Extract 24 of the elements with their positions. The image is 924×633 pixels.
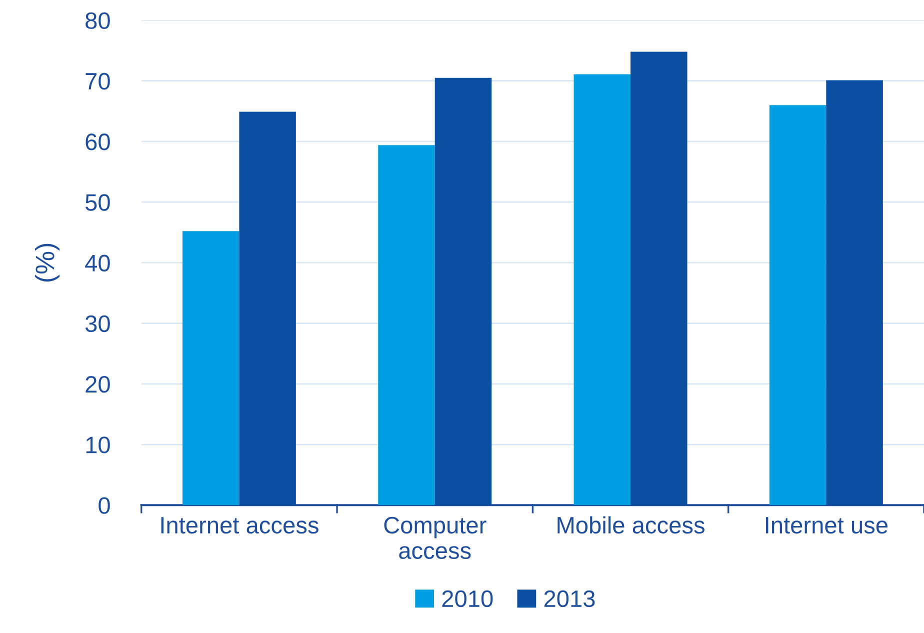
x-tick-label: Computer access: [384, 516, 486, 560]
bar: [769, 105, 826, 506]
legend-label: 2010: [442, 590, 493, 608]
y-tick-label: 80: [86, 12, 110, 30]
y-tick-label: 30: [85, 315, 110, 332]
y-tick-label: 40: [85, 254, 110, 272]
y-axis-title: (%): [34, 244, 60, 282]
y-tick-label: 70: [86, 72, 110, 90]
y-tick-label: 60: [86, 134, 110, 150]
bar: [182, 231, 240, 506]
y-tick-label: 50: [86, 194, 110, 211]
bar: [378, 145, 435, 506]
x-tick-label: Internet use: [766, 517, 888, 534]
bar: [574, 74, 631, 506]
y-tick-label: 10: [86, 436, 110, 454]
y-tick-label: 0: [98, 497, 110, 514]
x-tick-label: Mobile access: [558, 516, 704, 534]
x-tick-label: Internet access: [161, 517, 318, 534]
bar: [630, 52, 688, 506]
y-tick-label: 20: [86, 376, 110, 393]
bar: [434, 78, 492, 506]
bar: [239, 112, 296, 506]
bar: [826, 80, 883, 506]
legend-label: 2013: [544, 590, 595, 608]
